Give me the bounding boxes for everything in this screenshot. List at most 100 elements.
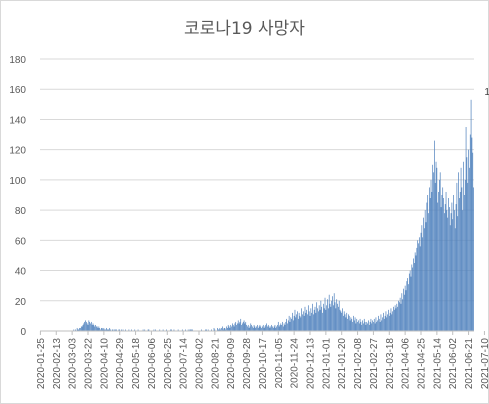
bar [338,306,339,331]
bar [406,281,408,331]
bar [469,134,471,331]
bar [257,327,259,331]
bar [446,210,448,331]
bar [358,323,360,331]
bar [173,329,175,331]
bar [467,182,469,331]
bar [373,321,374,331]
bar [328,308,329,331]
bar [386,317,388,331]
y-tick-label: 160 [9,85,26,96]
bar [371,323,373,331]
bar [162,329,164,331]
bar [148,329,150,331]
bar [222,329,224,331]
bar [294,309,296,331]
bar [286,318,287,331]
bar [128,329,130,331]
bar [237,320,239,331]
y-tick-label: 140 [9,115,26,126]
bar [360,321,362,331]
bar [290,317,292,331]
bar [189,329,191,331]
bar [234,323,236,331]
bar [248,327,250,331]
bar [260,326,262,331]
x-tick-label: 2020-10-17 [258,338,269,390]
bar [378,315,379,331]
bar [435,161,437,331]
bar [122,329,124,331]
bar [473,187,474,331]
bar [166,329,167,331]
x-tick-label: 2020-08-21 [210,338,221,390]
bar [315,312,317,331]
bar [428,187,430,331]
bar [75,329,76,331]
bar [423,217,424,331]
bar [430,179,432,331]
bar [404,285,406,331]
bar [276,326,277,331]
x-tick-label: 2020-08-02 [194,338,205,390]
bar [413,258,414,331]
bar [78,329,80,331]
bar [231,326,232,331]
bar [298,312,300,331]
bar [300,317,302,331]
bar [374,323,376,331]
bar [441,195,443,331]
bar [191,329,193,331]
x-tick-label: 2020-07-14 [179,338,190,390]
bar [277,324,278,331]
bar [350,317,352,331]
bar [201,329,202,331]
y-tick-label: 20 [15,297,27,308]
bar [370,318,372,331]
x-tick-label: 2020-03-22 [83,338,94,390]
bar [100,327,102,331]
bar [86,323,88,331]
bar [282,321,283,331]
bar [297,318,299,331]
bar [472,152,474,331]
bar [297,311,298,331]
x-tick-label: 2021-07-10 [480,338,489,390]
bar [466,157,468,331]
bar [221,327,222,331]
bar [468,149,469,331]
bar [242,323,243,331]
bar [302,314,303,331]
bar [434,182,436,331]
bar [239,321,241,331]
bar [391,314,393,331]
y-tick-label: 100 [9,176,26,187]
bar [213,327,215,331]
bar [389,312,391,331]
bar [304,306,306,331]
x-tick-label: 2020-04-10 [99,338,110,390]
bar [359,318,361,331]
y-tick-label: 40 [15,267,27,278]
bar [185,329,186,331]
bar [220,329,222,331]
bar [271,324,272,331]
bar [272,326,273,331]
bar [309,315,311,331]
bar [335,308,337,331]
bar [363,323,364,331]
x-tick-label: 2020-06-06 [147,338,158,390]
bar [444,213,445,331]
bar [454,210,455,331]
bar [330,306,332,331]
bar [316,302,318,331]
bar [254,326,256,331]
x-tick-label: 2020-02-13 [52,338,63,390]
bar [444,204,446,331]
bar [356,318,358,331]
bar [219,327,221,331]
bar [424,210,426,331]
bar [263,327,265,331]
bar [305,312,307,331]
bar [428,213,429,331]
